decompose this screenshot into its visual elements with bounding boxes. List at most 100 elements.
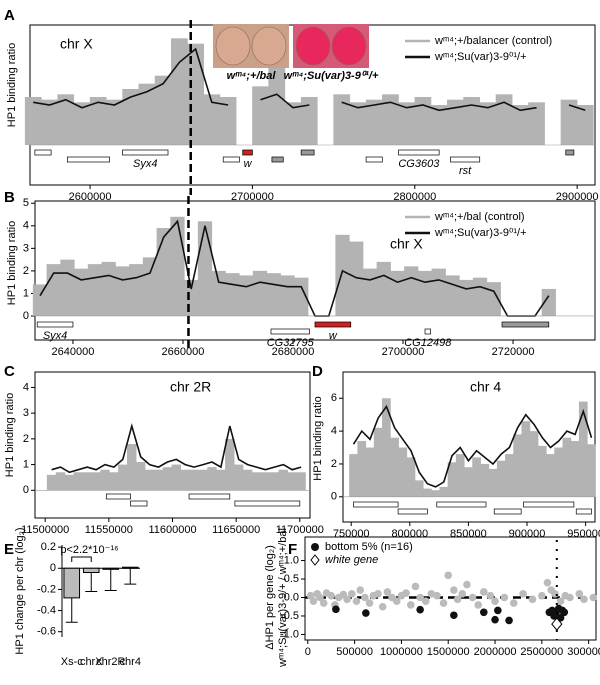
gene: [270, 328, 310, 335]
control-bar: [138, 83, 156, 145]
control-bar: [252, 86, 269, 145]
control-bar: [73, 472, 83, 491]
eye: [331, 26, 367, 66]
gene: [397, 508, 428, 515]
control-bar: [189, 469, 199, 491]
y-axis-title: ΔHP1 per gene (log₂): [264, 545, 276, 650]
legend-label: wᵐ⁴;Su(var)3-9⁰¹/+: [434, 227, 527, 239]
control-bar: [109, 472, 119, 491]
control-bar: [570, 440, 580, 497]
control-bar: [546, 454, 555, 497]
control-bar: [284, 102, 302, 145]
control-bar: [560, 99, 578, 145]
error-bar: [85, 572, 98, 593]
signal-line: [39, 219, 550, 317]
control-bar: [91, 472, 101, 491]
y-tick-label: -0.6: [37, 626, 56, 638]
control-bar: [541, 288, 556, 316]
control-bar: [488, 468, 498, 497]
control-bar: [171, 38, 188, 146]
gene: [222, 156, 240, 163]
control-bar: [472, 277, 488, 316]
x-tick-label: 11700000: [276, 524, 324, 536]
gene: [314, 321, 352, 328]
y-axis-title: wᵐ⁴;Su(var)3-9/+ / wᵐ⁴;+/bal: [277, 528, 289, 668]
gene-label: Syx4: [43, 330, 67, 342]
control-bar: [211, 270, 226, 316]
point: [319, 599, 328, 607]
y-tick-label: 0.0: [284, 591, 299, 603]
point: [309, 597, 318, 605]
control-bar: [417, 270, 433, 316]
gene: [34, 149, 52, 156]
point: [479, 608, 488, 617]
point: [560, 608, 569, 617]
x-tick-label: 11550000: [85, 524, 133, 536]
gene: [575, 508, 592, 515]
control-bar: [521, 421, 531, 497]
gene: [493, 508, 522, 515]
gene: [36, 321, 74, 328]
control-bar: [430, 105, 448, 145]
gene-label: CG12498: [404, 337, 452, 349]
control-bar: [260, 472, 271, 491]
y-tick-label: -0.4: [37, 604, 56, 616]
y-axis-title: HP1 binding ratio: [6, 221, 18, 305]
point: [421, 597, 430, 605]
point: [433, 591, 441, 600]
control-bar: [414, 97, 432, 145]
y-tick-label: 1.0: [284, 554, 299, 566]
point: [589, 593, 598, 602]
x-tick-label: 2700000: [231, 191, 274, 203]
point: [327, 591, 336, 600]
gene: [398, 149, 440, 156]
x-tick-label: 2500000: [520, 646, 563, 658]
point: [374, 590, 382, 598]
legend-swatch: [311, 543, 319, 551]
point: [365, 599, 374, 607]
x-tick-label: chr2R: [96, 656, 125, 668]
gene: [122, 149, 169, 156]
control-bar: [144, 469, 155, 491]
gene-label: Syx4: [133, 158, 157, 170]
control-bar: [216, 469, 226, 491]
x-tick-label: 2900000: [556, 191, 599, 203]
y-tick-label: 5: [23, 197, 29, 209]
y-tick-label: 0: [23, 484, 29, 496]
point: [406, 601, 415, 609]
gene: [365, 156, 383, 163]
eye: [295, 26, 331, 66]
y-axis-title: HP1 change per chr (log₂): [14, 527, 26, 654]
signal-line: [51, 423, 302, 474]
x-tick-label: 2640000: [52, 346, 95, 358]
error-bar: [65, 597, 78, 623]
eye: [215, 26, 251, 66]
control-bar: [479, 102, 497, 145]
control-bar: [135, 462, 146, 491]
x-tick-label: 1000000: [380, 646, 423, 658]
legend-label: white gene: [325, 554, 378, 566]
control-bar: [431, 268, 446, 316]
point: [468, 593, 477, 602]
control-bar: [278, 469, 288, 491]
control-bar: [505, 454, 514, 497]
gene: [105, 493, 131, 500]
control-bar: [459, 279, 474, 316]
point: [519, 590, 527, 598]
y-tick-label: 0: [331, 491, 337, 503]
control-bar: [431, 490, 440, 497]
control-bar: [382, 398, 391, 497]
control-bar: [115, 266, 130, 316]
control-bar: [100, 469, 110, 491]
control-bar: [480, 463, 490, 497]
control-bar: [382, 94, 399, 145]
control-bar: [511, 105, 529, 145]
point: [474, 601, 482, 609]
control-bar: [142, 257, 158, 316]
control-bar: [406, 457, 416, 497]
y-tick-label: 2: [23, 265, 29, 277]
error-bar: [104, 569, 117, 591]
point: [500, 593, 509, 602]
control-bar: [46, 264, 61, 316]
y-tick-label: 2: [331, 458, 337, 470]
